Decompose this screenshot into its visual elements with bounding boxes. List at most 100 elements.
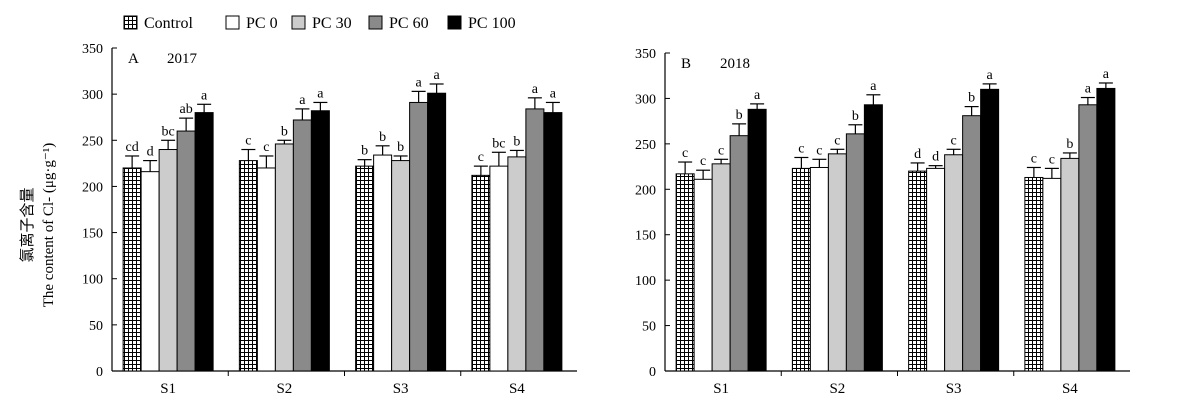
- error-bar: [473, 165, 488, 176]
- bar-pc-30: [827, 153, 847, 372]
- error-bar: [678, 161, 693, 174]
- error-bar: [714, 158, 729, 164]
- error-bar: [357, 159, 372, 167]
- panel-label: B: [681, 56, 691, 72]
- legend-swatch-pc-60: [368, 15, 383, 30]
- significance-letter: a: [987, 68, 994, 83]
- y-tick-label: 300: [635, 92, 656, 107]
- error-bar: [491, 151, 506, 167]
- significance-letter: b: [361, 144, 368, 159]
- error-bar: [696, 169, 711, 180]
- y-tick-label: 350: [82, 42, 103, 57]
- y-axis-label: 氯离子含量 The content of Cl- (μg·g⁻¹): [19, 143, 57, 308]
- legend-swatch-pc-30: [291, 15, 306, 30]
- bar-pc-0: [1042, 177, 1062, 372]
- error-bar: [527, 97, 542, 109]
- significance-letter: a: [317, 86, 324, 101]
- significance-letter: b: [852, 109, 859, 124]
- bar-pc-30: [274, 143, 294, 372]
- legend-label-pc-0: PC 0: [246, 15, 278, 32]
- error-bar: [946, 148, 961, 155]
- error-bar: [545, 101, 560, 113]
- error-bar: [750, 103, 765, 110]
- significance-letter: a: [1103, 67, 1110, 82]
- significance-letter: a: [532, 82, 539, 97]
- significance-letter: d: [147, 145, 154, 160]
- bar-pc-0: [256, 167, 276, 372]
- x-category-label: S3: [946, 381, 962, 397]
- y-tick-label: 250: [82, 134, 103, 149]
- significance-letter: c: [834, 133, 840, 148]
- significance-letter: a: [299, 93, 306, 108]
- bar-pc-100: [980, 88, 1000, 372]
- panel-label: A: [128, 51, 139, 67]
- significance-letter: b: [736, 108, 743, 123]
- x-category-label: S4: [509, 381, 525, 397]
- bar-pc-30: [158, 149, 178, 372]
- error-bar: [179, 117, 194, 132]
- significance-letter: c: [816, 143, 822, 158]
- bar-pc-0: [373, 154, 393, 372]
- significance-letter: a: [434, 68, 441, 83]
- bar-pc-100: [427, 92, 447, 372]
- bar-pc-0: [489, 165, 509, 372]
- panel-year: 2017: [167, 51, 198, 67]
- error-bar: [866, 94, 881, 105]
- error-bar: [794, 156, 809, 169]
- legend: Control PC 0 PC 30 PC 60 PC 100: [123, 15, 516, 32]
- error-bar: [295, 108, 310, 120]
- bar-pc-30: [1060, 157, 1080, 372]
- y-tick-label: 50: [89, 319, 103, 334]
- bar-pc-100: [194, 112, 214, 372]
- error-bar: [1080, 96, 1095, 105]
- significance-letter: c: [263, 140, 269, 155]
- error-bar: [241, 148, 256, 161]
- error-bar: [509, 149, 524, 157]
- significance-letter: c: [1031, 151, 1037, 166]
- y-tick-label: 200: [635, 183, 656, 198]
- error-bar: [928, 165, 943, 169]
- error-bar: [848, 124, 863, 134]
- bar-pc-60: [962, 115, 982, 372]
- bar-pc-100: [543, 112, 563, 372]
- error-bar: [964, 106, 979, 116]
- x-category-label: S4: [1062, 381, 1078, 397]
- legend-swatch-pc-0: [225, 15, 240, 30]
- y-tick-label: 150: [82, 227, 103, 242]
- error-bar: [313, 101, 328, 111]
- bar-pc-30: [711, 163, 731, 372]
- significance-letter: c: [478, 150, 484, 165]
- bar-pc-100: [1096, 87, 1116, 372]
- bar-pc-100: [310, 110, 330, 372]
- legend-swatch-control: [123, 15, 138, 30]
- error-bar: [125, 155, 140, 168]
- significance-letter: c: [682, 146, 688, 161]
- significance-letter: bc: [162, 124, 175, 139]
- error-bar: [411, 90, 426, 103]
- bar-control: [122, 167, 142, 372]
- significance-letter: a: [754, 88, 761, 103]
- bar-pc-60: [845, 133, 865, 372]
- error-bar: [830, 148, 845, 154]
- significance-letter: c: [245, 134, 251, 149]
- y-tick-label: 0: [96, 365, 103, 380]
- legend-label-pc-30: PC 30: [312, 15, 352, 32]
- y-tick-label: 300: [82, 88, 103, 103]
- significance-letter: b: [379, 130, 386, 145]
- bar-control: [238, 160, 258, 372]
- y-tick-label: 350: [635, 47, 656, 62]
- significance-letter: b: [1066, 137, 1073, 152]
- error-bar: [259, 155, 274, 168]
- bar-pc-100: [747, 108, 767, 372]
- significance-letter: c: [1049, 152, 1055, 167]
- y-tick-label: 100: [82, 273, 103, 288]
- significance-letter: c: [951, 133, 957, 148]
- bar-pc-0: [809, 166, 829, 372]
- error-bar: [982, 83, 997, 90]
- legend-label-control: Control: [144, 15, 193, 32]
- significance-letter: b: [513, 134, 520, 149]
- bar-pc-60: [176, 130, 196, 372]
- bar-pc-30: [944, 154, 964, 372]
